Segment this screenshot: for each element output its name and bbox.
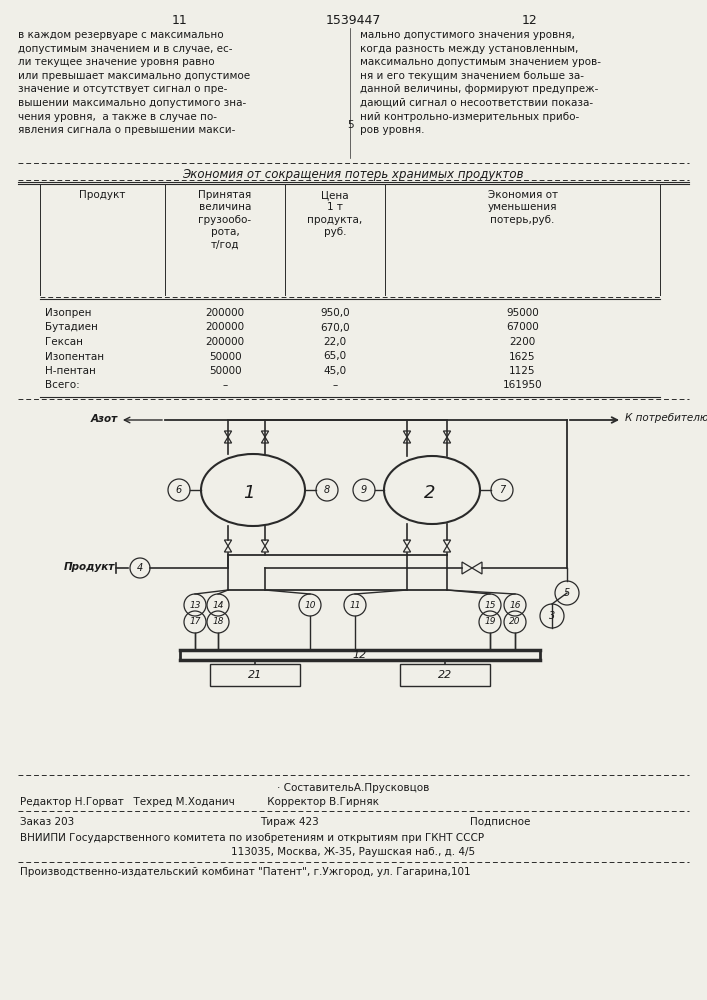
Text: Изопентан: Изопентан bbox=[45, 352, 104, 361]
Text: 12: 12 bbox=[353, 650, 367, 660]
Text: Продукт: Продукт bbox=[79, 190, 126, 200]
Text: 16: 16 bbox=[509, 600, 521, 609]
Text: Тираж 423: Тираж 423 bbox=[260, 817, 319, 827]
Text: 5: 5 bbox=[348, 120, 354, 130]
Text: 7: 7 bbox=[499, 485, 505, 495]
Text: Продукт: Продукт bbox=[64, 562, 115, 572]
Text: Азот: Азот bbox=[91, 414, 118, 424]
Text: Изопрен: Изопрен bbox=[45, 308, 91, 318]
Text: 200000: 200000 bbox=[206, 337, 245, 347]
Text: 13: 13 bbox=[189, 600, 201, 609]
Text: 1: 1 bbox=[243, 484, 255, 502]
Text: Экономия от
уменьшения
потерь,руб.: Экономия от уменьшения потерь,руб. bbox=[488, 190, 558, 225]
Text: мально допустимого значения уровня,
когда разность между установленным,
максимал: мально допустимого значения уровня, когд… bbox=[360, 30, 601, 135]
Text: 14: 14 bbox=[212, 600, 223, 609]
Text: 17: 17 bbox=[189, 617, 201, 626]
Text: в каждом резервуаре с максимально
допустимым значением и в случае, ес-
ли текуще: в каждом резервуаре с максимально допуст… bbox=[18, 30, 250, 135]
Bar bbox=[210, 664, 300, 686]
Text: Экономия от сокращения потерь хранимых продуктов: Экономия от сокращения потерь хранимых п… bbox=[182, 168, 524, 181]
Text: ВНИИПИ Государственного комитета по изобретениям и открытиям при ГКНТ СССР: ВНИИПИ Государственного комитета по изоб… bbox=[20, 833, 484, 843]
Text: 19: 19 bbox=[484, 617, 496, 626]
Text: –: – bbox=[223, 380, 228, 390]
Text: 1625: 1625 bbox=[509, 352, 536, 361]
Text: 1539447: 1539447 bbox=[325, 14, 380, 27]
Text: 4: 4 bbox=[137, 563, 143, 573]
Text: · СоставительА.Прусковцов: · СоставительА.Прусковцов bbox=[277, 783, 429, 793]
Text: 22: 22 bbox=[438, 670, 452, 680]
Text: Н-пентан: Н-пентан bbox=[45, 366, 96, 376]
Text: 50000: 50000 bbox=[209, 366, 241, 376]
Text: Заказ 203: Заказ 203 bbox=[20, 817, 74, 827]
Text: 22,0: 22,0 bbox=[323, 337, 346, 347]
Text: Редактор Н.Горват   Техред М.Ходанич          Корректор В.Гирняк: Редактор Н.Горват Техред М.Ходанич Корре… bbox=[20, 797, 379, 807]
Text: 18: 18 bbox=[212, 617, 223, 626]
Bar bbox=[400, 664, 490, 686]
Text: 11: 11 bbox=[349, 600, 361, 609]
Text: 6: 6 bbox=[176, 485, 182, 495]
Text: 2: 2 bbox=[424, 484, 436, 502]
Text: –: – bbox=[332, 380, 338, 390]
Text: 11: 11 bbox=[172, 14, 188, 27]
Text: Всего:: Всего: bbox=[45, 380, 80, 390]
Text: 12: 12 bbox=[522, 14, 538, 27]
Text: 50000: 50000 bbox=[209, 352, 241, 361]
Text: Гексан: Гексан bbox=[45, 337, 83, 347]
Text: 950,0: 950,0 bbox=[320, 308, 350, 318]
Text: К потребителю: К потребителю bbox=[625, 413, 707, 423]
Text: Производственно-издательский комбинат "Патент", г.Ужгород, ул. Гагарина,101: Производственно-издательский комбинат "П… bbox=[20, 867, 471, 877]
Text: 20: 20 bbox=[509, 617, 521, 626]
Text: 670,0: 670,0 bbox=[320, 322, 350, 332]
Text: 200000: 200000 bbox=[206, 308, 245, 318]
Text: 5: 5 bbox=[564, 588, 570, 598]
Text: 3: 3 bbox=[549, 611, 555, 621]
Text: 15: 15 bbox=[484, 600, 496, 609]
Text: Подписное: Подписное bbox=[470, 817, 530, 827]
Text: 65,0: 65,0 bbox=[323, 352, 346, 361]
Text: 1125: 1125 bbox=[509, 366, 536, 376]
Text: Бутадиен: Бутадиен bbox=[45, 322, 98, 332]
Text: 9: 9 bbox=[361, 485, 367, 495]
Text: 2200: 2200 bbox=[509, 337, 536, 347]
Text: 10: 10 bbox=[304, 600, 316, 609]
Text: 200000: 200000 bbox=[206, 322, 245, 332]
Text: 113035, Москва, Ж-35, Раушская наб., д. 4/5: 113035, Москва, Ж-35, Раушская наб., д. … bbox=[231, 847, 475, 857]
Text: Принятая
величина
грузообо-
рота,
т/год: Принятая величина грузообо- рота, т/год bbox=[199, 190, 252, 250]
Text: Цена
1 т
продукта,
руб.: Цена 1 т продукта, руб. bbox=[308, 190, 363, 237]
Text: 67000: 67000 bbox=[506, 322, 539, 332]
Text: 21: 21 bbox=[248, 670, 262, 680]
Text: 8: 8 bbox=[324, 485, 330, 495]
Text: 45,0: 45,0 bbox=[323, 366, 346, 376]
Text: 95000: 95000 bbox=[506, 308, 539, 318]
Text: 161950: 161950 bbox=[503, 380, 542, 390]
